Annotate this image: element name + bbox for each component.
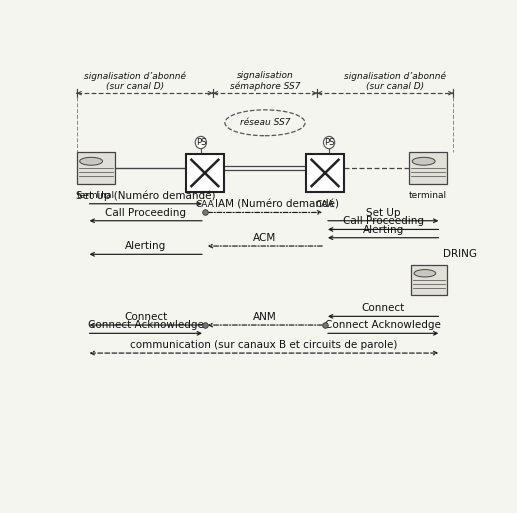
Ellipse shape: [414, 270, 436, 277]
Bar: [186, 154, 224, 192]
Text: terminal: terminal: [77, 191, 115, 200]
Text: Alerting: Alerting: [125, 241, 166, 251]
Text: signalisation d’abonné
(sur canal D): signalisation d’abonné (sur canal D): [84, 71, 186, 91]
FancyBboxPatch shape: [409, 152, 447, 184]
Ellipse shape: [324, 136, 334, 149]
Text: PS: PS: [195, 138, 206, 147]
Ellipse shape: [412, 157, 435, 165]
Text: ANM: ANM: [253, 312, 277, 322]
FancyBboxPatch shape: [77, 152, 115, 184]
Text: DRING: DRING: [443, 249, 477, 260]
Text: Connect Acknowledge: Connect Acknowledge: [325, 320, 441, 330]
Ellipse shape: [195, 136, 206, 149]
Text: Connect: Connect: [361, 303, 405, 313]
Text: signalisation
sémaphore SS7: signalisation sémaphore SS7: [230, 71, 300, 91]
Text: IAM (Numéro demandé): IAM (Numéro demandé): [215, 199, 339, 209]
FancyBboxPatch shape: [411, 265, 447, 294]
Text: Call Proceeding: Call Proceeding: [105, 208, 186, 218]
Text: PS: PS: [324, 138, 334, 147]
Ellipse shape: [80, 157, 102, 165]
Text: Set Up: Set Up: [366, 208, 400, 218]
Text: Alerting: Alerting: [362, 225, 404, 234]
Text: Set Up (Numéro demandé): Set Up (Numéro demandé): [76, 190, 216, 201]
Text: Connect Acknowledge: Connect Acknowledge: [88, 320, 204, 330]
Bar: [306, 154, 344, 192]
Text: CAA: CAA: [316, 201, 334, 209]
Text: ACM: ACM: [253, 233, 277, 243]
Text: CAA: CAA: [195, 201, 214, 209]
Text: réseau SS7: réseau SS7: [240, 119, 290, 127]
Text: Connect: Connect: [124, 312, 168, 322]
Text: communication (sur canaux B et circuits de parole): communication (sur canaux B et circuits …: [130, 340, 398, 350]
Text: terminal: terminal: [409, 191, 447, 200]
Text: signalisation d’abonné
(sur canal D): signalisation d’abonné (sur canal D): [344, 71, 446, 91]
Text: Call Proceeding: Call Proceeding: [343, 216, 423, 226]
